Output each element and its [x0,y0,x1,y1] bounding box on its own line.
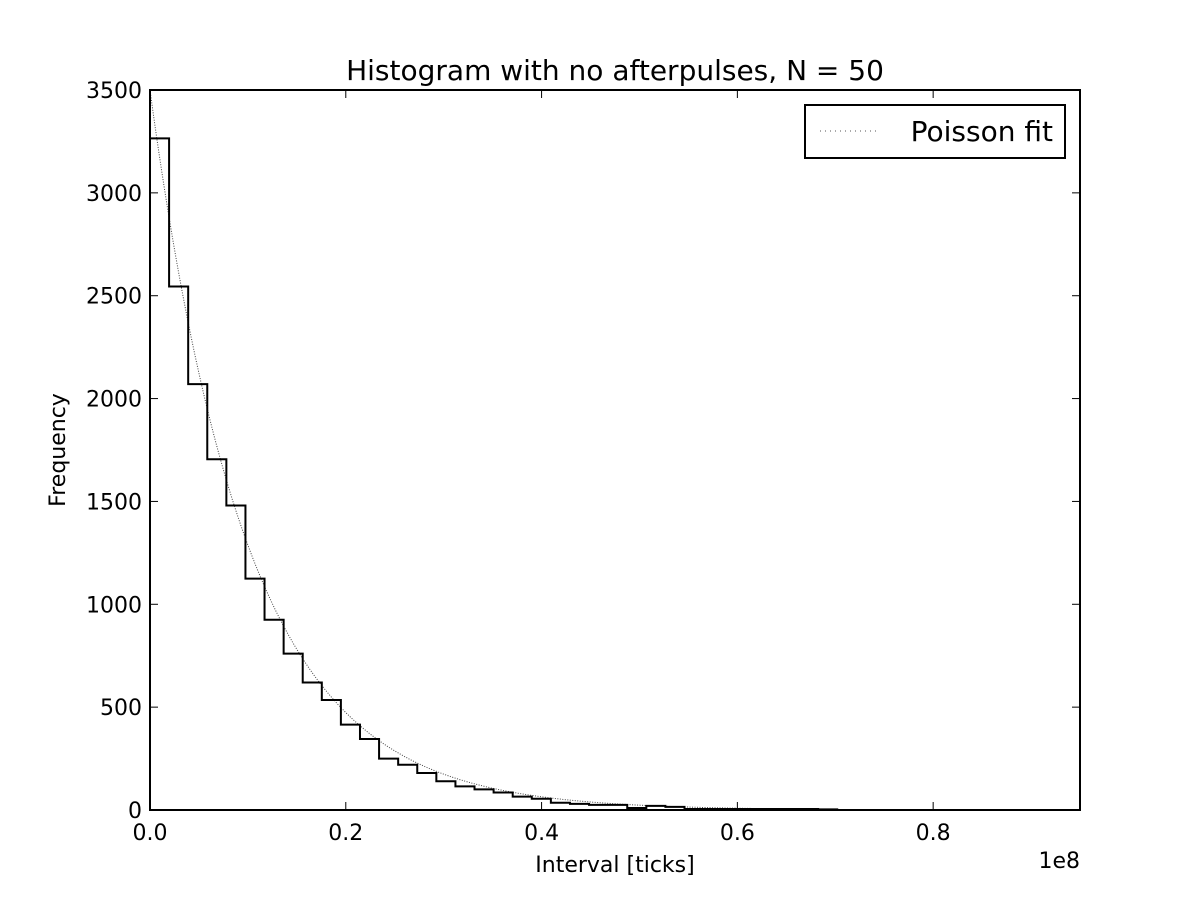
x-tick-label: 0.2 [328,821,363,846]
y-tick-label: 3500 [86,79,142,104]
y-tick-label: 0 [128,799,142,824]
x-axis-label: Interval [ticks] [535,853,694,878]
histogram-bin [188,384,207,810]
histogram-bin [551,803,570,810]
histogram-bin [436,781,455,810]
histogram-layer [149,137,839,811]
plot-background [150,90,1080,810]
legend: Poisson fit [804,104,1066,159]
y-tick-label: 1500 [86,490,142,515]
plot-frame [149,89,1081,811]
y-tick-label: 2000 [86,388,142,413]
histogram-bin [494,793,513,810]
y-tick-label: 3000 [86,182,142,207]
histogram-bin [513,797,532,810]
histogram-bin [245,579,264,810]
histogram-bin [455,786,474,810]
y-axis: 0 500 1000 1500 2000 2500 3000 3500 [86,79,1080,824]
histogram-bin [150,138,169,810]
legend-box [804,104,1066,159]
y-tick-label: 500 [100,696,142,721]
histogram-bin [207,459,226,810]
histogram-bin [284,654,303,810]
histogram-bin [265,620,284,810]
y-axis-label: Frequency [46,393,71,507]
histogram-bin [303,682,322,810]
x-axis: 0.0 0.2 0.4 0.6 0.8 [133,90,951,846]
histogram-bin [169,286,188,810]
x-tick-label: 0.8 [916,821,951,846]
chart-title: Histogram with no afterpulses, N = 50 [346,54,884,87]
histogram-bin [226,506,245,810]
y-tick-label: 1000 [86,593,142,618]
x-tick-label: 0.4 [524,821,559,846]
histogram-bin [341,725,360,810]
histogram-bin [379,759,398,810]
histogram-outline [149,137,839,811]
histogram-bin [417,773,436,810]
x-offset-label: 1e8 [1038,849,1080,874]
histogram-bin [322,700,341,810]
x-tick-label: 0.0 [133,821,168,846]
x-tick-label: 0.6 [720,821,755,846]
histogram-bin [398,765,417,810]
legend-label-poisson-fit: Poisson fit [911,115,1053,148]
histogram-bin [360,739,379,810]
plot-area [149,89,1081,811]
y-tick-label: 2500 [86,285,142,310]
histogram-bin [475,789,494,810]
